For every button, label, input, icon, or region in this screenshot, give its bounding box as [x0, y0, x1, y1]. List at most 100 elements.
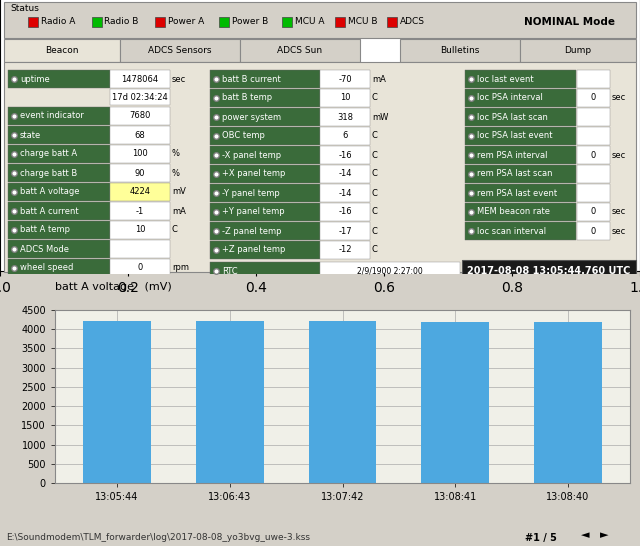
Bar — [577, 127, 610, 145]
Bar — [320, 70, 370, 88]
Bar — [320, 127, 370, 145]
Bar — [110, 240, 170, 258]
Bar — [8, 145, 110, 163]
Bar — [577, 108, 610, 126]
Text: ►: ► — [600, 530, 608, 540]
Text: mA: mA — [172, 206, 186, 216]
Bar — [28, 17, 38, 27]
Text: OBC temp: OBC temp — [222, 132, 265, 140]
Text: +Z panel temp: +Z panel temp — [222, 246, 285, 254]
Bar — [308, 321, 376, 483]
Bar — [421, 322, 489, 483]
Text: rem PSA last event: rem PSA last event — [477, 188, 557, 198]
Text: mV: mV — [172, 187, 186, 197]
Text: 0: 0 — [590, 151, 596, 159]
Bar — [465, 222, 576, 240]
Text: sec: sec — [612, 93, 627, 103]
Text: C: C — [172, 225, 178, 234]
Bar — [320, 89, 370, 107]
Bar — [577, 89, 610, 107]
Bar — [210, 241, 320, 259]
Text: sec: sec — [172, 74, 186, 84]
Bar — [110, 202, 170, 220]
Bar — [577, 203, 610, 221]
Bar — [320, 184, 370, 202]
Bar — [465, 184, 576, 202]
Bar — [196, 321, 264, 483]
Bar — [320, 146, 370, 164]
Bar — [465, 70, 576, 88]
Text: E:\Soundmodem\TLM_forwarder\log\2017-08-08_yo3bvg_uwe-3.kss: E:\Soundmodem\TLM_forwarder\log\2017-08-… — [6, 533, 310, 543]
Text: rpm: rpm — [172, 264, 189, 272]
Text: +X panel temp: +X panel temp — [222, 169, 285, 179]
Bar — [320, 222, 370, 240]
Bar — [577, 184, 610, 202]
Text: Radio B: Radio B — [104, 17, 139, 27]
Bar — [210, 203, 320, 221]
Bar — [320, 108, 370, 126]
Text: ADCS Sensors: ADCS Sensors — [148, 46, 212, 55]
Text: C: C — [372, 246, 378, 254]
Bar — [210, 262, 320, 280]
Bar — [534, 322, 602, 483]
Text: charge batt A: charge batt A — [20, 150, 77, 158]
Text: -16: -16 — [338, 151, 352, 159]
Bar — [110, 164, 170, 182]
Bar — [110, 70, 170, 88]
Text: 0: 0 — [590, 227, 596, 235]
Bar — [210, 70, 320, 88]
Text: loc last event: loc last event — [477, 74, 534, 84]
Bar — [110, 221, 170, 239]
Text: ADCS Sun: ADCS Sun — [277, 46, 323, 55]
Bar — [155, 17, 165, 27]
Text: wheel speed: wheel speed — [20, 264, 74, 272]
Text: Beacon: Beacon — [45, 46, 79, 55]
Text: C: C — [372, 93, 378, 103]
Text: 10: 10 — [340, 93, 350, 103]
Text: charge batt B: charge batt B — [20, 169, 77, 177]
Text: -1: -1 — [136, 206, 144, 216]
Text: NOMINAL Mode: NOMINAL Mode — [525, 17, 616, 27]
Bar — [8, 70, 110, 88]
Bar — [465, 165, 576, 183]
Text: +Y panel temp: +Y panel temp — [222, 207, 285, 217]
Bar — [210, 146, 320, 164]
Text: 2/9/1900 2:27:00: 2/9/1900 2:27:00 — [357, 266, 423, 276]
Text: -Y panel temp: -Y panel temp — [222, 188, 280, 198]
Text: 0: 0 — [590, 93, 596, 103]
Text: -17: -17 — [338, 227, 352, 235]
Bar — [320, 165, 370, 183]
Text: batt A voltage   (mV): batt A voltage (mV) — [55, 282, 172, 292]
Text: %: % — [172, 169, 180, 177]
Text: mW: mW — [372, 112, 388, 122]
Text: C: C — [372, 151, 378, 159]
Text: #1 / 5: #1 / 5 — [525, 533, 557, 543]
Bar — [8, 164, 110, 182]
Text: 1478064: 1478064 — [122, 74, 159, 84]
Text: mA: mA — [372, 74, 386, 84]
Text: ADCS Mode: ADCS Mode — [20, 245, 69, 253]
Bar — [8, 240, 110, 258]
Bar — [4, 62, 636, 272]
Bar — [110, 107, 170, 125]
Bar — [92, 17, 102, 27]
Bar — [8, 183, 110, 201]
Bar — [4, 2, 636, 38]
Bar — [465, 203, 576, 221]
Text: loc PSA interval: loc PSA interval — [477, 93, 543, 103]
Text: sec: sec — [612, 227, 627, 235]
Text: loc scan interval: loc scan interval — [477, 227, 546, 235]
Bar — [8, 202, 110, 220]
Bar — [320, 262, 460, 280]
Text: MCU A: MCU A — [295, 17, 324, 27]
Text: RTC: RTC — [222, 266, 237, 276]
Text: batt A current: batt A current — [20, 206, 79, 216]
Text: 68: 68 — [134, 130, 145, 139]
Bar — [120, 39, 240, 62]
Bar — [8, 126, 110, 144]
Text: Status: Status — [10, 4, 39, 13]
Bar — [8, 221, 110, 239]
Bar — [210, 165, 320, 183]
Text: Power A: Power A — [168, 17, 204, 27]
Bar — [240, 39, 360, 62]
